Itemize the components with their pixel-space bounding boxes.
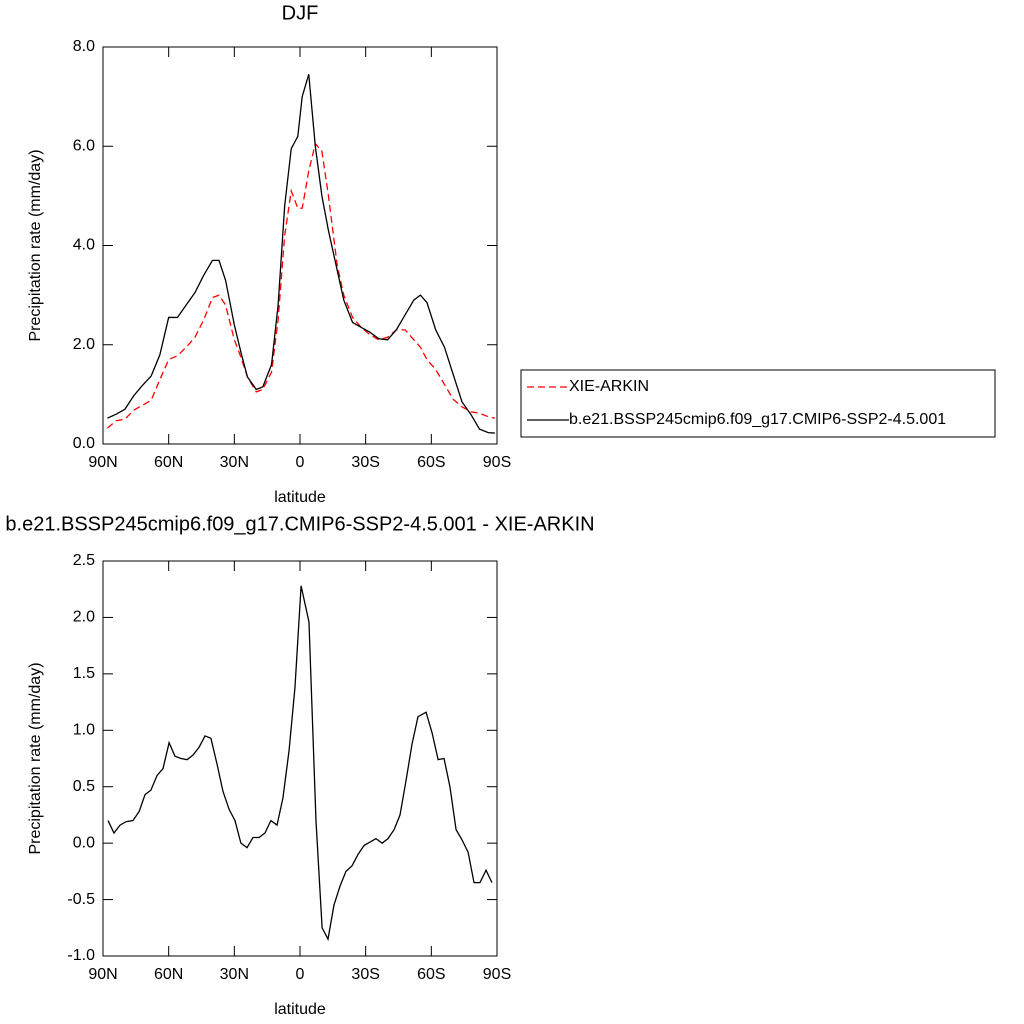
y-tick-label: 0.0 — [73, 834, 95, 851]
x-axis-label: latitude — [274, 1001, 326, 1018]
x-tick-label: 30N — [220, 454, 249, 471]
x-axis-label: latitude — [274, 489, 326, 506]
x-tick-label: 30N — [220, 966, 249, 983]
y-tick-label: 6.0 — [73, 137, 95, 154]
y-tick-label: 0.5 — [73, 778, 95, 795]
y-tick-label: -0.5 — [67, 891, 95, 908]
y-tick-label: 1.0 — [73, 722, 95, 739]
x-tick-label: 90N — [88, 454, 117, 471]
x-tick-label: 0 — [296, 454, 305, 471]
y-tick-label: 2.0 — [73, 336, 95, 353]
y-tick-label: 8.0 — [73, 38, 95, 55]
x-tick-label: 0 — [296, 966, 305, 983]
x-tick-label: 60S — [417, 966, 445, 983]
x-tick-label: 60N — [154, 966, 183, 983]
y-tick-label: 1.5 — [73, 665, 95, 682]
y-tick-label: 2.5 — [73, 552, 95, 569]
y-tick-label: -1.0 — [67, 947, 95, 964]
y-tick-label: 2.0 — [73, 609, 95, 626]
y-axis-label: Precipitation rate (mm/day) — [27, 662, 44, 854]
x-tick-label: 60N — [154, 454, 183, 471]
x-tick-label: 90S — [483, 966, 511, 983]
plot-frame — [102, 46, 498, 445]
x-tick-label: 90S — [483, 454, 511, 471]
x-tick-label: 90N — [88, 966, 117, 983]
legend-label: b.e21.BSSP245cmip6.f09_g17.CMIP6-SSP2-4.… — [569, 411, 946, 428]
data-line — [106, 142, 495, 429]
y-tick-label: 4.0 — [73, 237, 95, 254]
chart-title: b.e21.BSSP245cmip6.f09_g17.CMIP6-SSP2-4.… — [5, 513, 594, 535]
y-axis-label: Precipitation rate (mm/day) — [27, 149, 44, 341]
data-line — [107, 585, 493, 942]
legend-box — [520, 369, 996, 438]
x-tick-label: 60S — [417, 454, 445, 471]
legend-label: XIE-ARKIN — [569, 378, 649, 395]
x-tick-label: 30S — [351, 966, 379, 983]
y-tick-label: 0.0 — [73, 435, 95, 452]
data-line — [107, 74, 495, 434]
x-tick-label: 30S — [351, 454, 379, 471]
chart-title: DJF — [282, 2, 319, 24]
